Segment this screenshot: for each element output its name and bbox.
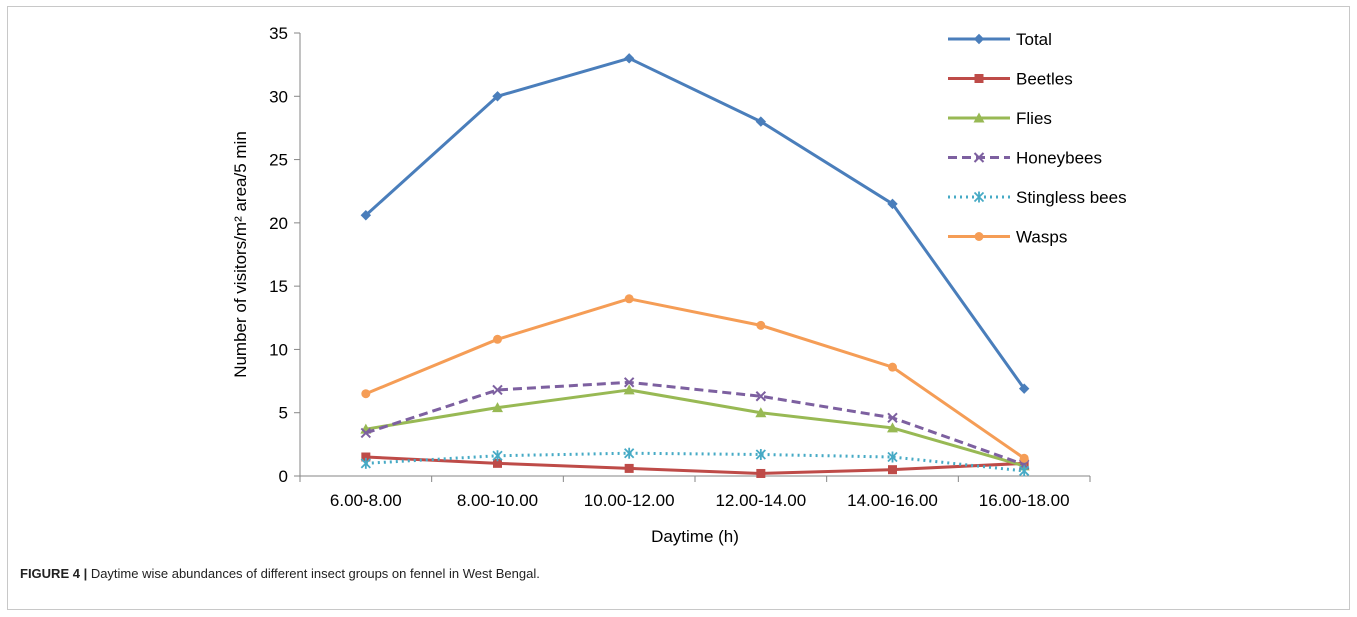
line-chart: 0 5 10 15 20 25 30 35 6.00-8.00 8.00-10.00 10.00-1… (231, 24, 1127, 546)
x-tick-label: 16.00-18.00 (979, 491, 1070, 510)
data-point (887, 451, 898, 463)
series-line (365, 455, 1025, 475)
legend-entry: Honeybees (948, 149, 1102, 168)
x-tick-label: 6.00-8.00 (330, 491, 402, 510)
y-tick-label: 20 (269, 214, 288, 233)
data-point (755, 116, 767, 127)
data-point (624, 447, 635, 459)
legend-entry: Flies (948, 109, 1052, 128)
legend-entry: Stingless bees (948, 188, 1127, 207)
x-tick-label: 10.00-12.00 (584, 491, 675, 510)
data-point (623, 384, 635, 395)
y-tick-label: 5 (279, 404, 288, 423)
data-point (492, 384, 503, 396)
data-point (624, 294, 634, 304)
y-tick-label: 15 (269, 277, 288, 296)
data-point (624, 463, 634, 473)
data-point (1019, 465, 1030, 477)
series-line (365, 388, 1025, 468)
data-point (360, 457, 371, 469)
legend-swatch-marker (973, 191, 985, 203)
data-point (360, 210, 372, 221)
figure-caption-text: Daytime wise abundances of different ins… (87, 566, 540, 581)
chart-series (360, 53, 1030, 478)
legend-label: Honeybees (1016, 149, 1102, 168)
legend-entry: Wasps (948, 228, 1067, 247)
data-point (361, 389, 371, 399)
series-beetles (361, 452, 1029, 478)
chart-axes: 0 5 10 15 20 25 30 35 6.00-8.00 8.00-10.00 10.00-1… (269, 24, 1091, 510)
data-point (755, 391, 767, 402)
legend-swatch-marker (974, 74, 984, 83)
data-point (756, 468, 766, 478)
data-point (755, 448, 766, 460)
legend-label: Stingless bees (1016, 188, 1127, 207)
x-tick-label: 12.00-14.00 (715, 491, 806, 510)
y-axis-label: Number of visitors/m² area/5 min (231, 131, 250, 378)
figure-caption-label: FIGURE 4 | (20, 566, 88, 581)
data-point (755, 407, 767, 418)
data-point (1019, 453, 1029, 463)
y-tick-label: 10 (269, 340, 288, 359)
series-total (360, 53, 1030, 394)
data-point (887, 422, 898, 433)
series-stingless-bees (360, 447, 1030, 477)
legend-label: Wasps (1016, 228, 1067, 247)
data-point (888, 465, 897, 475)
figure-caption: FIGURE 4 | Daytime wise abundances of di… (20, 566, 540, 581)
series-honeybees (360, 377, 1030, 470)
series-wasps (361, 294, 1029, 463)
y-tick-label: 30 (269, 87, 288, 106)
legend-label: Flies (1016, 109, 1052, 128)
data-point (623, 377, 635, 388)
series-line (365, 451, 1025, 473)
x-tick-label: 8.00-10.00 (457, 491, 538, 510)
legend-swatch-marker (973, 33, 985, 45)
y-tick-label: 35 (269, 24, 288, 43)
series-line (364, 56, 1026, 390)
data-point (1018, 383, 1030, 394)
figure-frame (7, 6, 1350, 610)
series-flies (360, 384, 1030, 471)
legend-swatch-marker (974, 232, 984, 241)
data-point (623, 53, 635, 64)
chart-legend: Total Beetles Flies Honeybees Stingless bees… (948, 30, 1127, 247)
data-point (493, 458, 502, 468)
data-point (361, 452, 371, 462)
x-tick-label: 14.00-16.00 (847, 491, 938, 510)
legend-label: Beetles (1016, 70, 1073, 89)
legend-label: Total (1016, 30, 1052, 49)
y-tick-label: 25 (269, 151, 288, 170)
data-point (887, 412, 898, 423)
legend-entry: Beetles (948, 70, 1073, 89)
legend-swatch-marker (973, 152, 985, 163)
series-line (365, 380, 1025, 467)
data-point (887, 198, 898, 210)
data-point (492, 91, 503, 102)
data-point (492, 450, 503, 462)
data-point (492, 402, 503, 413)
data-point (493, 334, 502, 344)
legend-entry: Total (948, 30, 1052, 49)
data-point (756, 320, 766, 330)
y-tick-label: 0 (279, 467, 288, 486)
series-line (365, 297, 1026, 460)
data-point (888, 362, 897, 372)
x-axis-label: Daytime (h) (651, 527, 739, 546)
data-point (360, 427, 372, 439)
legend-swatch-marker (973, 112, 985, 123)
